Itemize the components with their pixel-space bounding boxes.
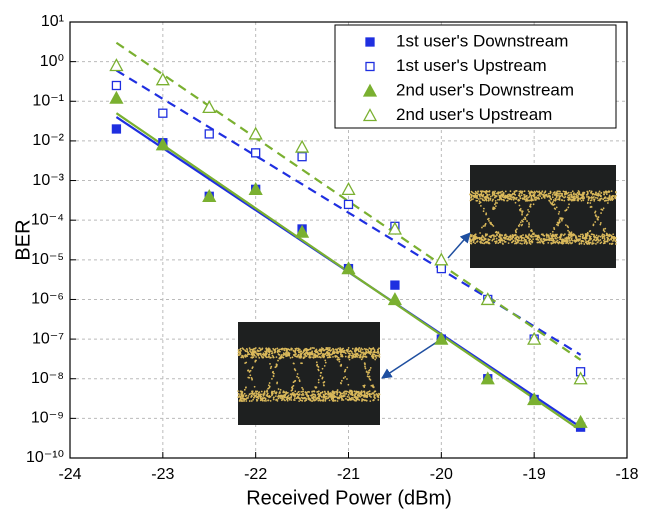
marker [155, 137, 170, 151]
marker [341, 261, 356, 275]
marker [341, 181, 356, 195]
marker [109, 58, 124, 72]
y-axis-label: BER [12, 219, 34, 260]
y-tick-label: 10⁻⁹ [31, 410, 64, 427]
marker [362, 83, 378, 97]
y-tick-label: 10⁻³ [32, 172, 64, 189]
marker [434, 252, 449, 266]
y-tick-label: 10⁻⁴ [31, 211, 64, 228]
marker [480, 292, 495, 306]
y-tick-label: 10⁻⁸ [31, 370, 64, 387]
x-tick-label: -22 [244, 466, 267, 483]
marker [527, 392, 542, 406]
y-tick-label: 10⁻⁷ [32, 330, 64, 347]
fit-line [115, 41, 582, 361]
eye-diagram [237, 346, 381, 403]
marker [573, 371, 588, 385]
marker [436, 263, 446, 274]
legend-label: 2nd user's Upstream [396, 105, 552, 124]
marker [248, 126, 263, 140]
x-tick-label: -20 [430, 466, 453, 483]
x-tick-label: -18 [615, 466, 638, 483]
marker [343, 199, 354, 210]
x-axis-label: Received Power (dBm) [246, 487, 452, 509]
marker [158, 108, 168, 118]
marker [155, 72, 170, 86]
marker [527, 331, 542, 345]
eye-inset-downstream [237, 322, 381, 425]
marker [387, 221, 403, 235]
marker [573, 414, 588, 428]
y-tick-label: 10⁰ [40, 53, 64, 70]
marker [294, 139, 310, 153]
marker [202, 100, 217, 114]
y-tick-label: 10⁻² [32, 132, 64, 149]
marker [204, 129, 214, 139]
y-tick-label: 10⁻¹⁰ [26, 449, 64, 466]
arrow [381, 339, 441, 379]
legend-label: 1st user's Upstream [396, 56, 547, 75]
marker [111, 124, 122, 134]
legend-box [334, 24, 617, 129]
x-tick-label: -21 [337, 466, 360, 483]
inset-background [238, 322, 380, 425]
marker [297, 152, 307, 162]
marker [294, 224, 310, 238]
legend-label: 1st user's Downstream [396, 31, 568, 50]
x-tick-label: -24 [58, 466, 81, 483]
marker [251, 148, 261, 158]
marker [109, 90, 124, 104]
y-tick-label: 10¹ [41, 13, 64, 30]
y-tick-label: 10⁻⁶ [31, 291, 64, 308]
eye-diagram [469, 190, 617, 245]
marker [362, 108, 378, 122]
x-tick-label: -19 [523, 466, 546, 483]
y-tick-label: 10⁻¹ [32, 92, 64, 109]
y-tick-label: 10⁻⁵ [31, 251, 64, 268]
marker [365, 61, 375, 72]
marker [387, 292, 403, 306]
x-tick-label: -23 [151, 466, 174, 483]
eye-inset-upstream [469, 165, 617, 268]
marker [434, 331, 449, 345]
marker [390, 280, 400, 290]
arrow [447, 232, 471, 259]
marker [365, 37, 375, 47]
legend-label: 2nd user's Downstream [396, 80, 574, 99]
marker [202, 188, 217, 202]
marker [480, 371, 495, 385]
inset-background [470, 165, 616, 268]
marker [248, 181, 263, 195]
marker [111, 80, 122, 91]
